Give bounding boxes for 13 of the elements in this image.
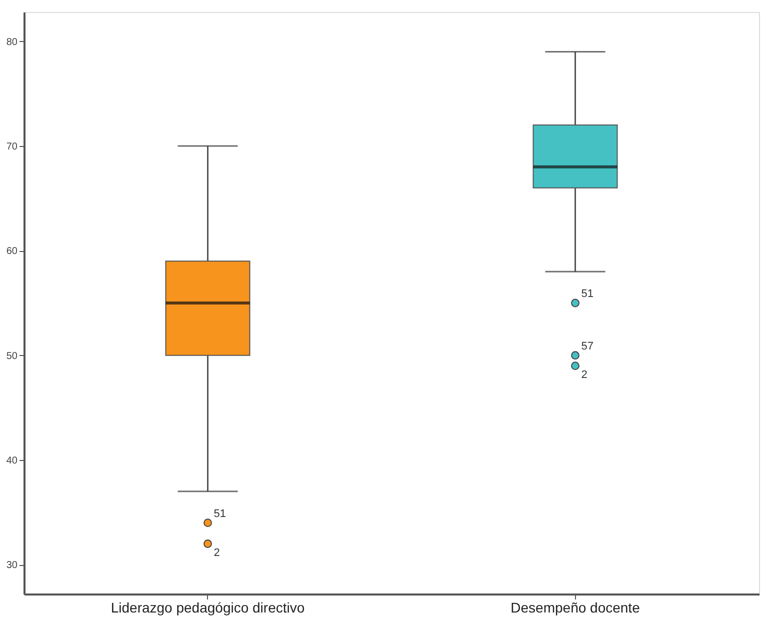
x-tick-label: Desempeño docente	[510, 600, 640, 616]
annotation: 57	[581, 340, 594, 352]
y-tick-label: 40	[6, 456, 18, 467]
y-tick-label: 50	[6, 350, 18, 362]
y-tick-label: 80	[6, 36, 18, 48]
x-tick-label: Liderazgo pedagógico directivo	[110, 600, 305, 616]
y-tick-label: 30	[6, 560, 18, 572]
annotation: 2	[581, 368, 588, 381]
annotation: 2	[214, 546, 220, 559]
annotation: 51	[581, 288, 594, 300]
y-tick-label: 60	[6, 246, 18, 258]
y-tick-label: 70	[6, 141, 18, 152]
annotation: 51	[214, 508, 226, 520]
